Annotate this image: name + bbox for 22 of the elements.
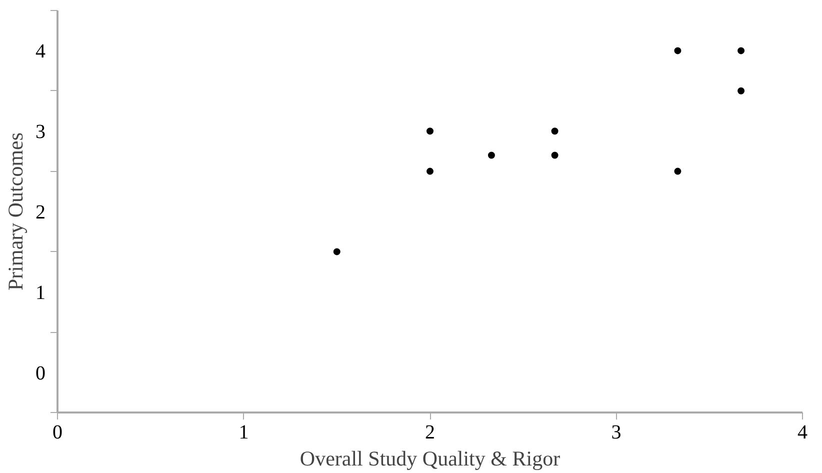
x-tick-label: 1 [238, 422, 249, 444]
point [426, 128, 434, 135]
x-tick-label: 2 [425, 422, 435, 444]
y-tick-label: 2 [36, 202, 46, 224]
y-tick-label: 4 [36, 40, 46, 63]
point [551, 152, 558, 159]
point [738, 47, 745, 54]
x-axis-title: Overall Study Quality & Rigor [300, 446, 560, 470]
point [674, 168, 682, 175]
y-axis-title: Primary Outcomes [4, 132, 28, 291]
y-tick-label: 3 [36, 121, 46, 144]
x-tick-label: 0 [52, 422, 62, 444]
y-tick-label: 0 [36, 362, 46, 384]
point [488, 152, 495, 159]
y-tick-label: 1 [36, 282, 46, 304]
point [426, 168, 434, 175]
point [738, 87, 745, 94]
point [674, 47, 682, 54]
point [333, 248, 340, 256]
x-tick-label: 3 [611, 422, 622, 444]
x-tick-label: 4 [798, 422, 808, 444]
point [551, 128, 558, 135]
